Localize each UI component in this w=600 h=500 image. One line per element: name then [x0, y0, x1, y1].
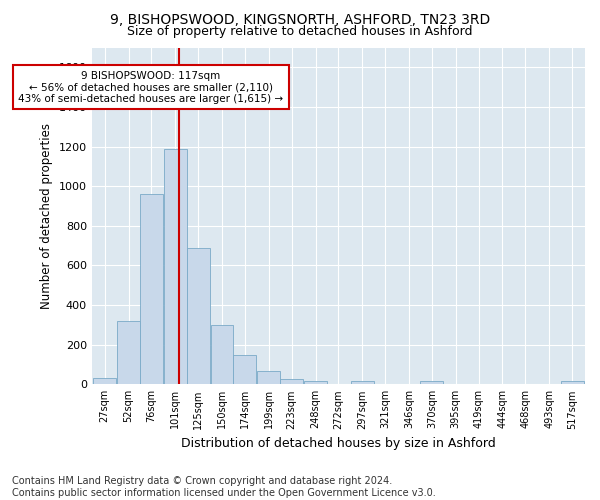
Bar [117, 321, 140, 384]
Text: 9 BISHOPSWOOD: 117sqm
← 56% of detached houses are smaller (2,110)
43% of semi-d: 9 BISHOPSWOOD: 117sqm ← 56% of detached … [19, 70, 284, 104]
Bar [280, 380, 303, 384]
X-axis label: Distribution of detached houses by size in Ashford: Distribution of detached houses by size … [181, 437, 496, 450]
Bar [560, 382, 584, 384]
Bar [93, 378, 116, 384]
Bar [211, 325, 233, 384]
Text: Contains HM Land Registry data © Crown copyright and database right 2024.
Contai: Contains HM Land Registry data © Crown c… [12, 476, 436, 498]
Bar [257, 372, 280, 384]
Bar [351, 382, 374, 384]
Bar [187, 248, 209, 384]
Bar [140, 194, 163, 384]
Bar [164, 148, 187, 384]
Y-axis label: Number of detached properties: Number of detached properties [40, 123, 53, 309]
Text: 9, BISHOPSWOOD, KINGSNORTH, ASHFORD, TN23 3RD: 9, BISHOPSWOOD, KINGSNORTH, ASHFORD, TN2… [110, 12, 490, 26]
Bar [304, 382, 327, 384]
Bar [233, 354, 256, 384]
Bar [421, 382, 443, 384]
Text: Size of property relative to detached houses in Ashford: Size of property relative to detached ho… [127, 25, 473, 38]
